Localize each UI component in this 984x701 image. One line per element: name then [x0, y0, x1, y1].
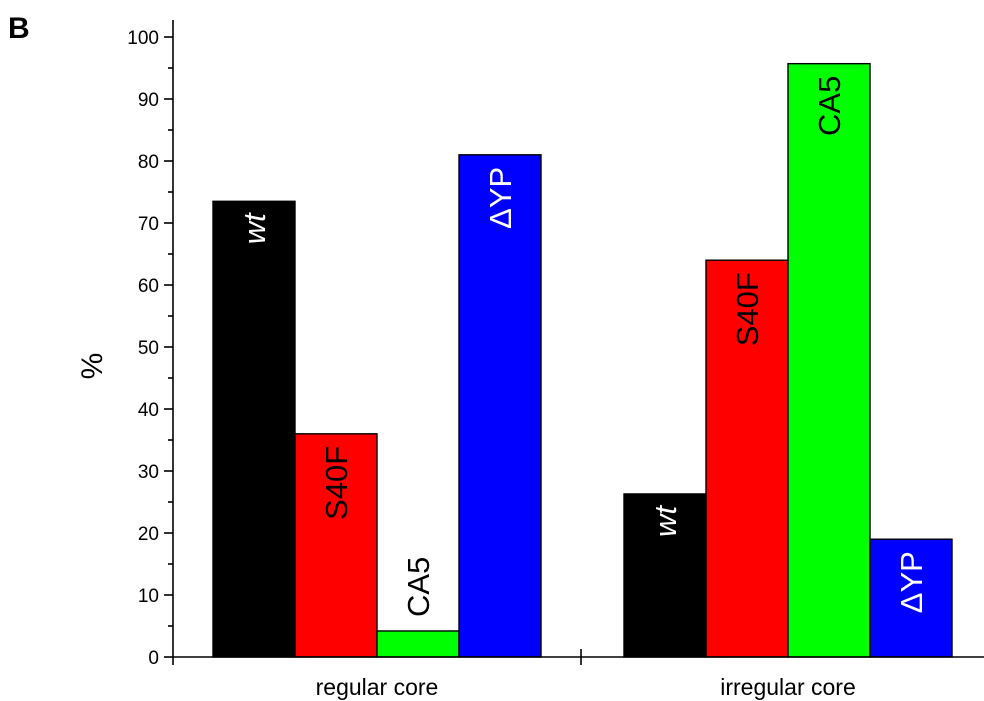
bar-label-0-1: S40F [319, 446, 354, 520]
x-category-label-0: regular core [316, 674, 439, 700]
y-tick-label-30: 30 [138, 462, 159, 483]
y-tick-label-80: 80 [138, 152, 159, 173]
x-axis: regular core irregular core [172, 649, 984, 700]
bar-label-1-0: wt [648, 505, 683, 537]
bar-labels-group: wt S40F CA5 ΔYP wt S40F CA5 ΔYP [237, 76, 929, 617]
bar-label-0-3: ΔYP [483, 167, 518, 229]
y-tick-label-90: 90 [138, 90, 159, 111]
y-axis: 0 10 20 30 40 50 60 70 80 90 100 [127, 20, 174, 669]
bar-1-3 [869, 538, 953, 658]
y-tick-label-60: 60 [138, 276, 159, 297]
y-tick-label-70: 70 [138, 214, 159, 235]
bar-1-2 [787, 62, 871, 658]
y-tick-label-0: 0 [148, 648, 159, 669]
bar-label-0-0: wt [237, 212, 272, 244]
bar-label-1-1: S40F [730, 272, 765, 346]
x-category-label-1: irregular core [720, 674, 856, 700]
bar-0-1 [294, 433, 378, 658]
bars-group [212, 62, 953, 658]
bar-1-0 [623, 493, 707, 658]
bar-0-3 [458, 154, 542, 658]
bar-1-1 [705, 259, 789, 658]
y-tick-label-40: 40 [138, 400, 159, 421]
bar-label-0-2: CA5 [401, 557, 436, 617]
bar-label-1-3: ΔYP [894, 551, 929, 613]
y-tick-label-100: 100 [127, 28, 159, 49]
panel-label: B [8, 12, 30, 45]
y-tick-label-20: 20 [138, 524, 159, 545]
bar-0-0 [212, 200, 296, 658]
y-tick-label-50: 50 [138, 338, 159, 359]
bar-label-1-2: CA5 [812, 76, 847, 136]
bar-0-2 [376, 630, 460, 658]
y-tick-label-10: 10 [138, 586, 159, 607]
y-axis-title: % [76, 353, 109, 380]
